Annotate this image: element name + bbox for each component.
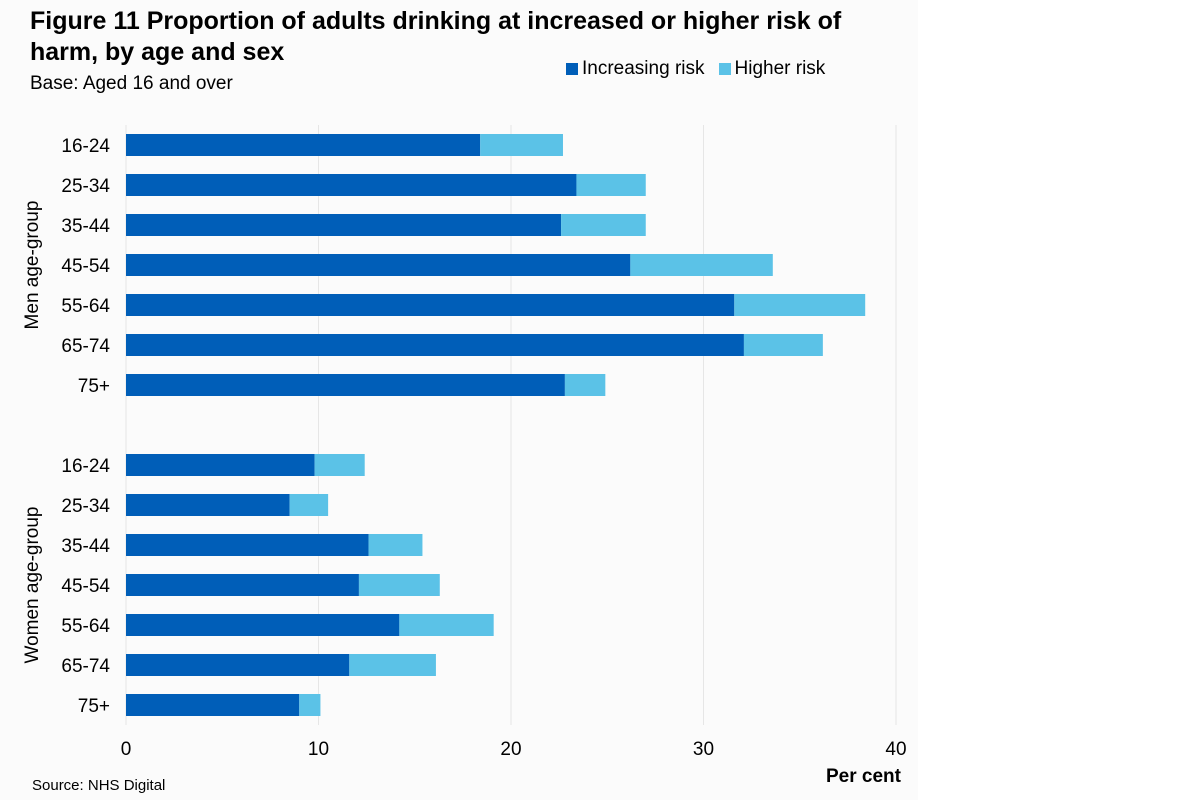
bar-higher-risk <box>561 214 646 236</box>
bar-increasing-risk <box>126 174 577 196</box>
y-tick-label: 75+ <box>78 376 110 397</box>
y-tick-label: 35-44 <box>61 536 110 557</box>
bar-higher-risk <box>349 654 436 676</box>
legend-item-higher: Higher risk <box>718 58 826 80</box>
bar-higher-risk <box>299 694 321 716</box>
bar-increasing-risk <box>126 294 735 316</box>
y-tick-label: 75+ <box>78 696 110 717</box>
y-tick-label: 65-74 <box>61 336 110 357</box>
bar-increasing-risk <box>126 614 400 636</box>
y-tick-label: 65-74 <box>61 656 110 677</box>
bar-higher-risk <box>368 534 423 556</box>
legend-item-increasing: Increasing risk <box>566 58 705 80</box>
chart-title: Figure 11 Proportion of adults drinking … <box>30 7 842 66</box>
y-tick-label: 55-64 <box>61 296 110 317</box>
x-tick-label: 0 <box>121 739 132 760</box>
bar-increasing-risk <box>126 254 631 276</box>
bar-increasing-risk <box>126 134 481 156</box>
bar-increasing-risk <box>126 454 315 476</box>
bar-higher-risk <box>630 254 773 276</box>
bar-increasing-risk <box>126 654 350 676</box>
source-note: Source: NHS Digital <box>32 777 166 794</box>
group-axis-label: Women age-group <box>22 506 43 663</box>
bar-increasing-risk <box>126 374 565 396</box>
legend-swatch <box>566 62 578 75</box>
x-tick-label: 10 <box>308 739 329 760</box>
bar-increasing-risk <box>126 334 744 356</box>
legend-label: Increasing risk <box>582 58 705 79</box>
bar-higher-risk <box>576 174 646 196</box>
y-tick-label: 25-34 <box>61 496 110 517</box>
legend-swatch <box>718 62 731 75</box>
y-tick-label: 16-24 <box>61 456 110 477</box>
bar-higher-risk <box>564 374 606 396</box>
bar-increasing-risk <box>126 494 290 516</box>
y-tick-label: 45-54 <box>61 576 110 597</box>
bar-increasing-risk <box>126 214 562 236</box>
x-tick-label: 30 <box>693 739 714 760</box>
x-tick-label: 20 <box>500 739 521 760</box>
bar-increasing-risk <box>126 574 359 596</box>
bar-increasing-risk <box>126 694 300 716</box>
y-tick-label: 25-34 <box>61 176 110 197</box>
y-tick-label: 35-44 <box>61 216 110 237</box>
bar-increasing-risk <box>126 534 369 556</box>
bar-higher-risk <box>358 574 440 596</box>
bar-higher-risk <box>399 614 494 636</box>
legend-label: Higher risk <box>734 58 826 79</box>
bar-higher-risk <box>289 494 329 516</box>
x-tick-label: 40 <box>885 739 906 760</box>
chart-subtitle: Base: Aged 16 and over <box>30 73 233 94</box>
bar-higher-risk <box>480 134 563 156</box>
y-tick-label: 45-54 <box>61 256 110 277</box>
bar-higher-risk <box>743 334 823 356</box>
bar-higher-risk <box>734 294 866 316</box>
group-axis-label: Men age-group <box>22 201 43 330</box>
bar-higher-risk <box>314 454 365 476</box>
y-tick-label: 55-64 <box>61 616 110 637</box>
x-axis-label: Per cent <box>826 766 901 787</box>
legend: Increasing risk Higher risk <box>566 58 825 80</box>
y-tick-label: 16-24 <box>61 136 110 157</box>
